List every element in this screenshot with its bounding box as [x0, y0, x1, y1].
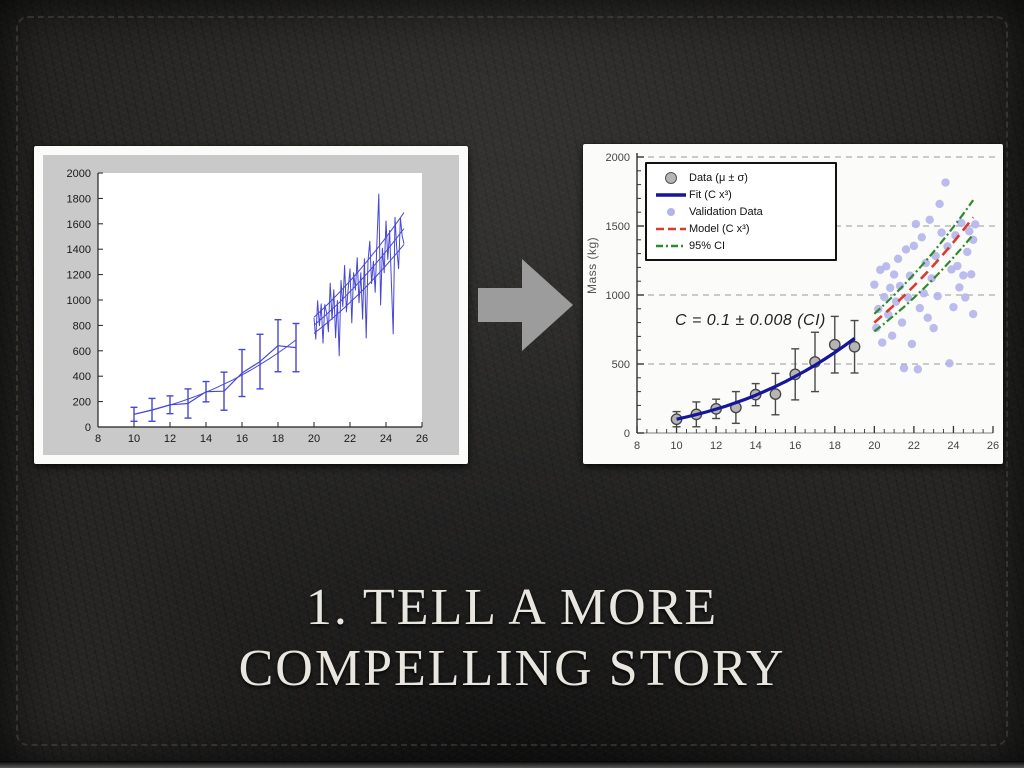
legend-entry-label: Data (μ ± σ): [689, 171, 748, 184]
chart-after-svg: 0 500 1000 1500 2000 8 10 12 14 16 18 20 22 24 26: [606, 152, 1000, 452]
svg-text:1500: 1500: [606, 221, 630, 233]
fit-coefficient-annotation: C = 0.1 ± 0.008 (CI): [675, 312, 826, 329]
svg-text:10: 10: [128, 433, 140, 445]
legend-entry: Data (μ ± σ): [653, 169, 827, 186]
legend-entry: Fit (C x³): [653, 186, 827, 203]
transform-arrow-icon: [472, 250, 578, 360]
slide-title-line1: 1. TELL A MORE: [305, 579, 719, 636]
svg-text:14: 14: [750, 440, 762, 452]
legend-entry-label: Fit (C x³): [689, 188, 732, 201]
svg-text:1600: 1600: [67, 219, 91, 231]
legend-entry-label: Model (C x³): [689, 222, 750, 235]
matlab-figure-background: 0 200 400 600 800 1000 1200 1400 1600 1800 2000 8 10…: [43, 155, 459, 455]
slide-title-line2: COMPELLING STORY: [238, 639, 786, 697]
svg-text:16: 16: [789, 440, 801, 452]
svg-text:26: 26: [416, 433, 428, 445]
svg-text:16: 16: [236, 433, 248, 445]
chart-before-svg: 0 200 400 600 800 1000 1200 1400 1600 1800 2000 8 10…: [67, 168, 429, 445]
svg-text:0: 0: [85, 422, 91, 434]
legend-entry: Validation Data: [653, 203, 827, 220]
svg-text:1200: 1200: [67, 270, 91, 282]
svg-text:10: 10: [670, 440, 682, 452]
svg-text:12: 12: [164, 433, 176, 445]
svg-text:22: 22: [344, 433, 356, 445]
legend-entry: Model (C x³): [653, 220, 827, 237]
svg-text:8: 8: [634, 440, 640, 452]
slide-title: 1. TELL A MORE COMPELLING STORY: [0, 578, 1024, 700]
svg-text:20: 20: [308, 433, 320, 445]
svg-text:24: 24: [380, 433, 392, 445]
svg-text:24: 24: [947, 440, 959, 452]
svg-text:18: 18: [829, 440, 841, 452]
svg-text:1000: 1000: [606, 290, 630, 302]
chart-legend: Data (μ ± σ) Fit (C x³) Validation Data Mod…: [645, 162, 837, 261]
svg-text:20: 20: [868, 440, 880, 452]
svg-text:500: 500: [612, 359, 630, 371]
svg-text:14: 14: [200, 433, 212, 445]
legend-entry-label: 95% CI: [689, 239, 726, 252]
svg-text:800: 800: [73, 320, 91, 332]
svg-text:200: 200: [73, 397, 91, 409]
svg-text:2000: 2000: [606, 152, 630, 164]
svg-text:22: 22: [908, 440, 920, 452]
circle-gray-legend-swatch-icon: [653, 171, 689, 184]
svg-text:1400: 1400: [67, 244, 91, 256]
y-axis-label: Mass (kg): [585, 236, 599, 294]
leather-bottom-edge: [0, 761, 1024, 768]
svg-text:8: 8: [95, 433, 101, 445]
dot-lavender-legend-swatch-icon: [653, 207, 689, 216]
line-solid-legend-swatch-icon: [653, 191, 689, 199]
svg-text:400: 400: [73, 371, 91, 383]
figure-before: 0 200 400 600 800 1000 1200 1400 1600 1800 2000 8 10…: [34, 146, 468, 464]
svg-text:2000: 2000: [67, 168, 91, 180]
legend-entry-label: Validation Data: [689, 205, 763, 218]
svg-text:12: 12: [710, 440, 722, 452]
svg-text:26: 26: [987, 440, 999, 452]
figure-after: 0 500 1000 1500 2000 8 10 12 14 16 18 20 22 24 26 Mass…: [583, 144, 1003, 464]
svg-text:600: 600: [73, 346, 91, 358]
legend-entry: 95% CI: [653, 237, 827, 254]
line-dashdot-legend-swatch-icon: [653, 242, 689, 250]
line-dashed-legend-swatch-icon: [653, 225, 689, 233]
svg-text:0: 0: [624, 428, 630, 440]
svg-text:1000: 1000: [67, 295, 91, 307]
svg-text:18: 18: [272, 433, 284, 445]
svg-text:1800: 1800: [67, 193, 91, 205]
